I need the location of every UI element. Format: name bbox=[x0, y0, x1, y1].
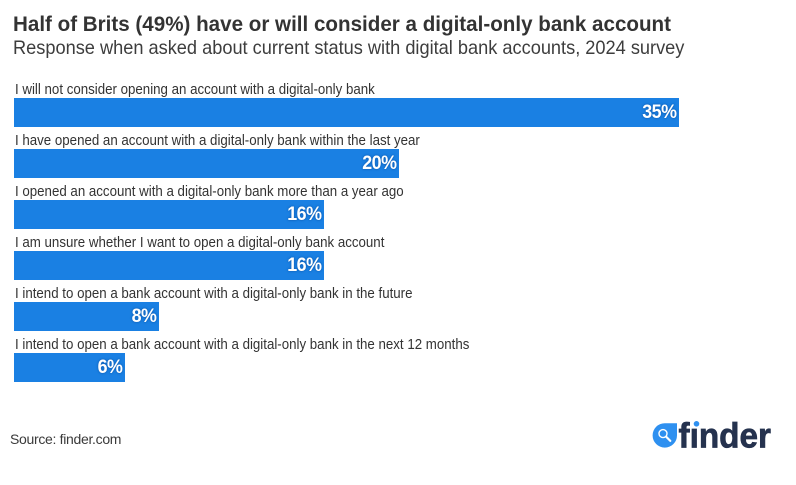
svg-text:fınder: fınder bbox=[679, 418, 772, 453]
